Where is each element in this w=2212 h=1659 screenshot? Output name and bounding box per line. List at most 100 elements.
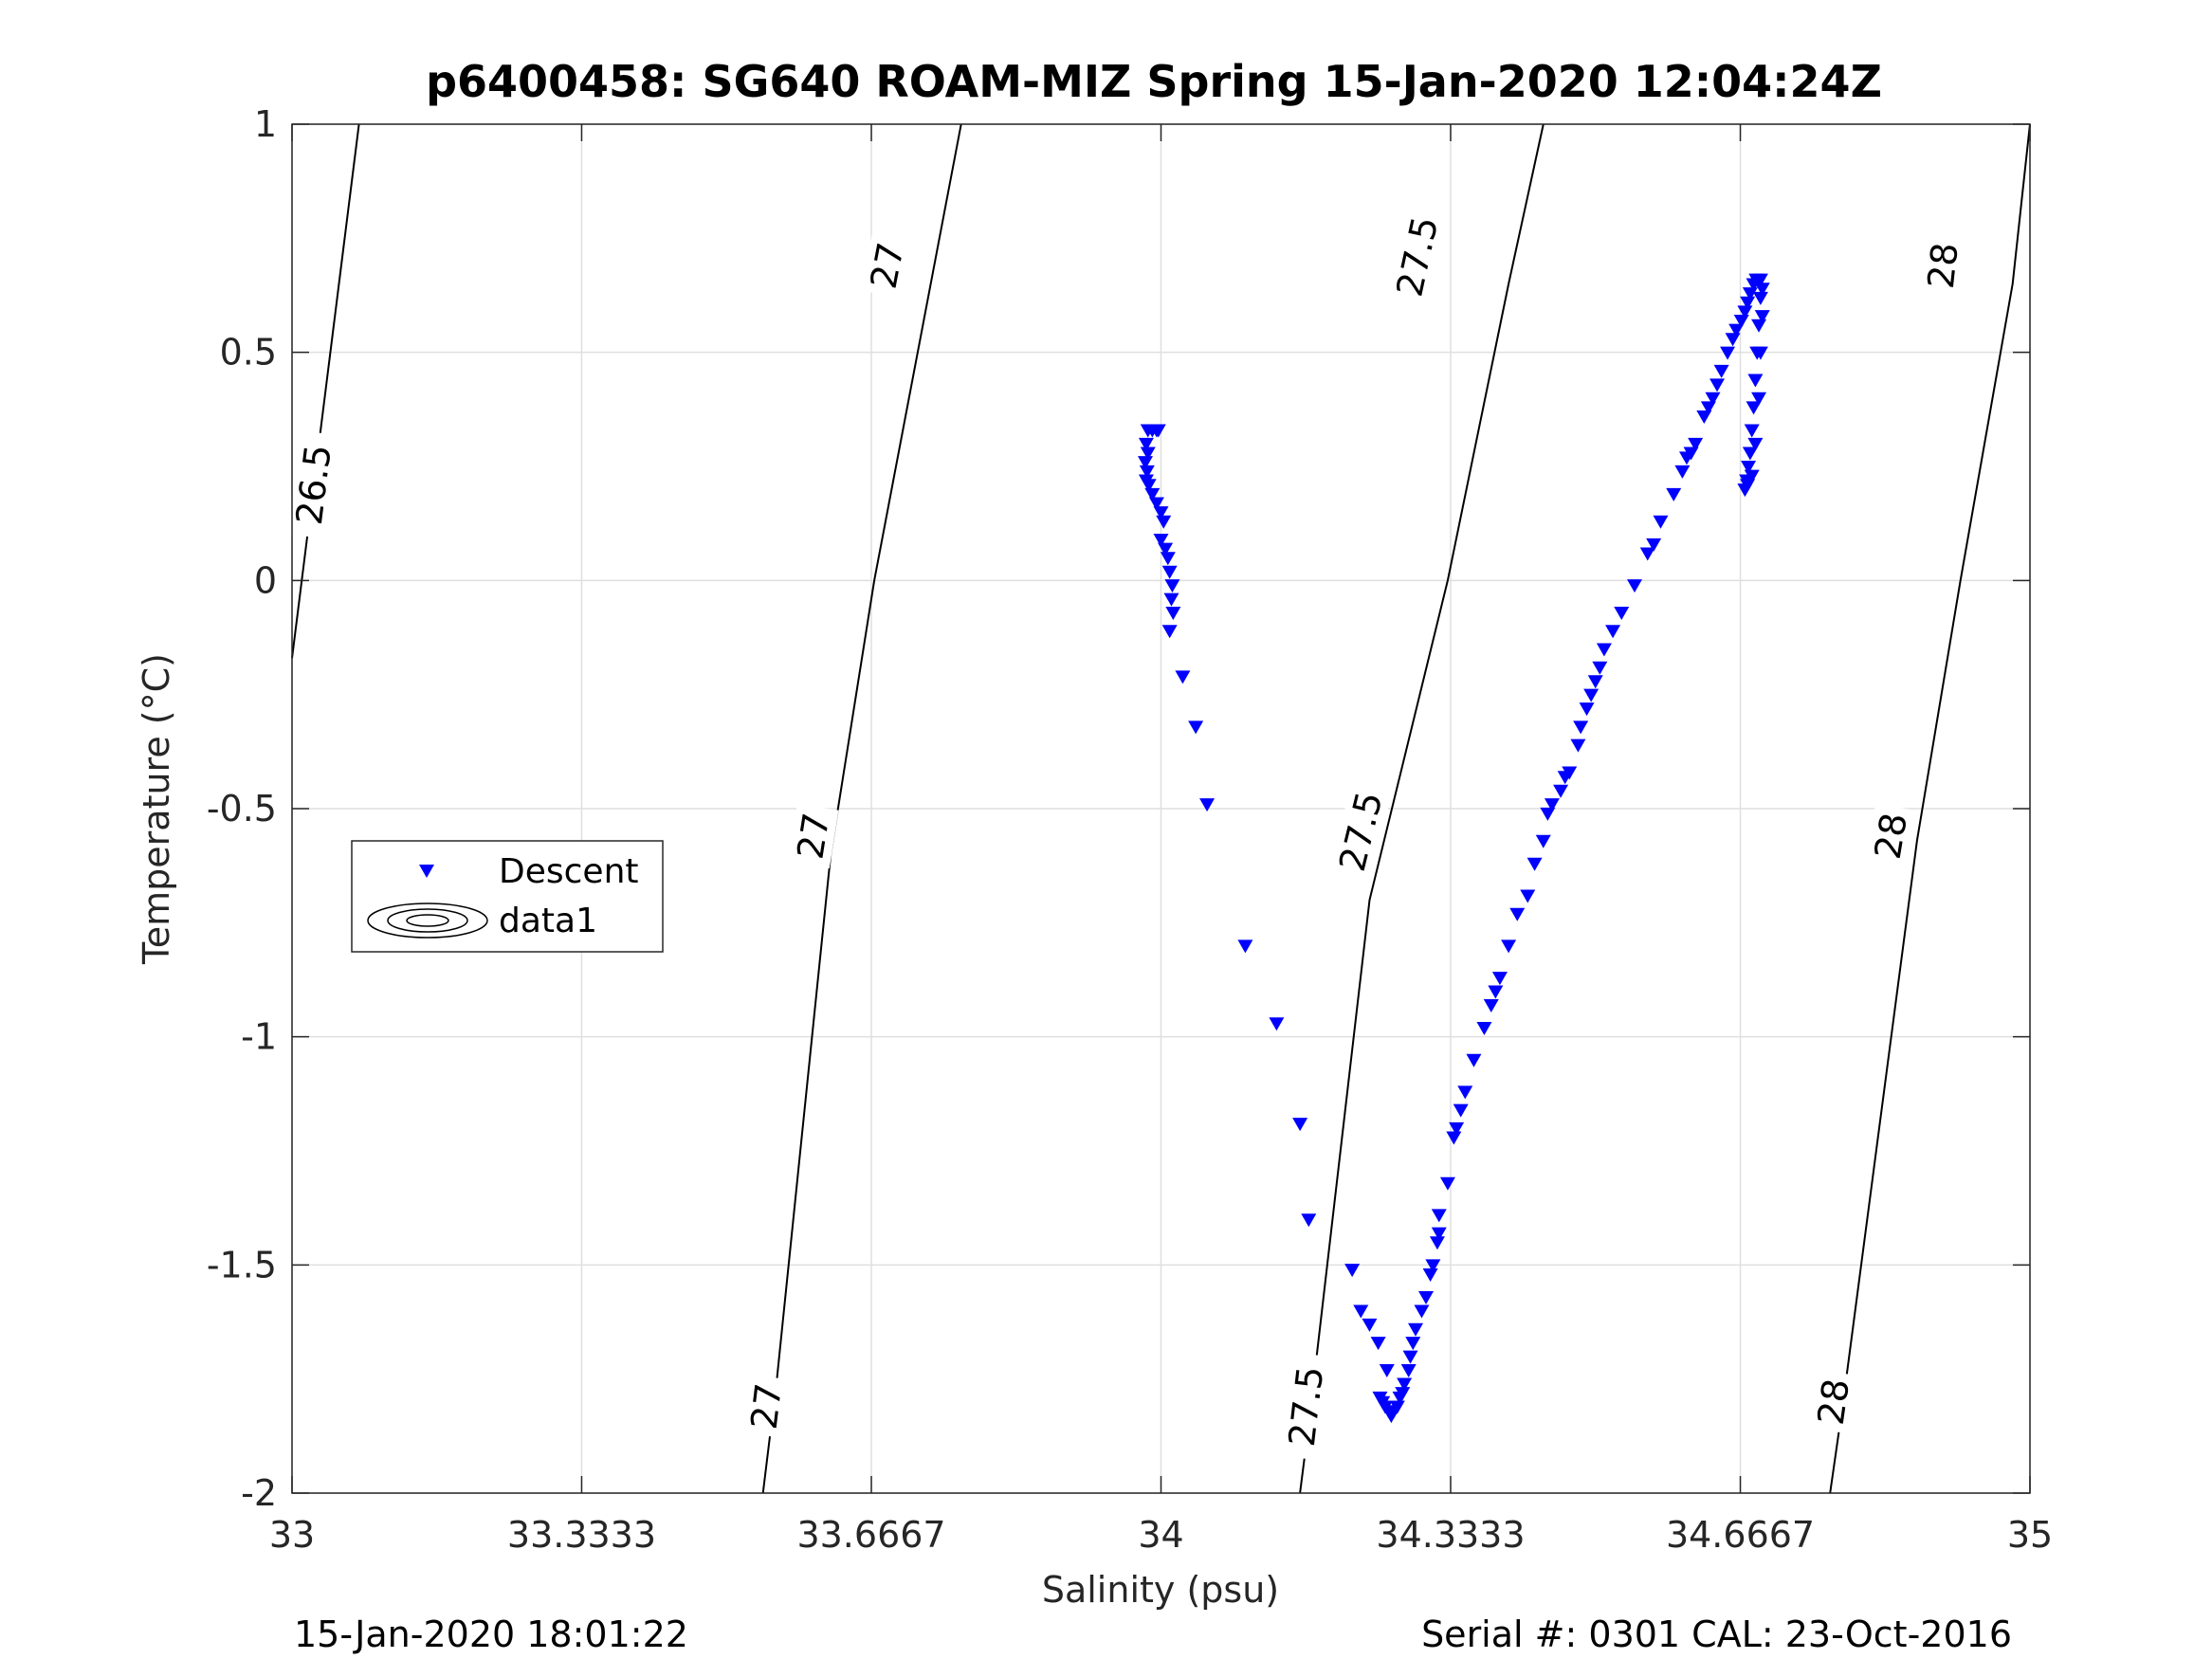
descent-point bbox=[1747, 437, 1764, 451]
descent-point bbox=[1509, 907, 1526, 921]
descent-point bbox=[1395, 1387, 1411, 1401]
legend-descent-label: Descent bbox=[499, 852, 639, 891]
descent-point bbox=[1705, 392, 1721, 406]
descent-point bbox=[1483, 998, 1499, 1012]
contour-label-group: 27 bbox=[788, 803, 839, 868]
descent-point bbox=[1150, 424, 1166, 438]
descent-point bbox=[1544, 798, 1560, 812]
descent-point bbox=[1752, 273, 1768, 287]
descent-point bbox=[1713, 364, 1729, 378]
descent-point bbox=[1175, 670, 1191, 684]
contour-label-group: 28 bbox=[1808, 1369, 1859, 1434]
descent-point bbox=[1562, 766, 1578, 780]
descent-point bbox=[1520, 889, 1536, 903]
descent-point bbox=[1148, 497, 1164, 511]
descent-point bbox=[1728, 323, 1745, 337]
descent-point bbox=[1674, 465, 1691, 479]
descent-point bbox=[1164, 579, 1180, 593]
contour-label-group: 26.5 bbox=[286, 430, 341, 539]
descent-point bbox=[1153, 506, 1169, 520]
x-tick-label: 33 bbox=[269, 1514, 315, 1556]
descent-point bbox=[1742, 447, 1758, 461]
descent-point bbox=[1592, 661, 1608, 675]
descent-point bbox=[1754, 283, 1770, 297]
contour-label: 26.5 bbox=[288, 443, 339, 527]
contour-label-bg bbox=[861, 232, 914, 299]
contour-label: 27 bbox=[789, 811, 837, 863]
contour-label-group: 28 bbox=[1919, 234, 1967, 298]
descent-point bbox=[1292, 1118, 1308, 1132]
descent-point bbox=[1165, 607, 1181, 621]
contour-label-group: 27.5 bbox=[1279, 1352, 1333, 1461]
descent-point bbox=[1188, 720, 1204, 735]
descent-point bbox=[1666, 487, 1682, 501]
contour-label-bg bbox=[1808, 1369, 1859, 1434]
descent-point bbox=[1587, 675, 1603, 689]
descent-point bbox=[1431, 1209, 1447, 1223]
descent-point bbox=[1466, 1053, 1482, 1067]
descent-point bbox=[1579, 702, 1595, 717]
descent-point bbox=[1446, 1131, 1462, 1145]
contour-label: 27 bbox=[863, 239, 912, 292]
descent-point bbox=[1429, 1236, 1445, 1250]
x-axis-label: Salinity (psu) bbox=[1042, 1569, 1279, 1611]
descent-point bbox=[1397, 1377, 1413, 1392]
descent-point bbox=[1700, 401, 1716, 415]
descent-point bbox=[1754, 310, 1770, 324]
y-tick-label: -1 bbox=[241, 1016, 277, 1058]
descent-point bbox=[1138, 437, 1154, 451]
descent-point bbox=[1141, 479, 1157, 493]
descent-point bbox=[1301, 1213, 1317, 1228]
descent-point bbox=[1389, 1400, 1405, 1414]
descent-point bbox=[1540, 807, 1556, 821]
axis-ticks: 33 33.3333 33.6667 34 34.3333 34.6667 35 1 0.5 0 -… bbox=[207, 103, 2053, 1556]
descent-point bbox=[1140, 447, 1156, 461]
descent-point bbox=[1614, 607, 1630, 621]
legend-box bbox=[351, 840, 664, 953]
footer-serial-cal: Serial #: 0301 CAL: 23-Oct-2016 bbox=[1421, 1613, 2012, 1655]
y-tick-label: 1 bbox=[254, 103, 277, 145]
descent-point bbox=[1752, 346, 1768, 360]
descent-point bbox=[1583, 688, 1600, 702]
descent-point bbox=[1449, 1121, 1465, 1136]
contour-label-group: 27 bbox=[861, 232, 914, 299]
y-tick-label: -1.5 bbox=[207, 1244, 277, 1285]
descent-point bbox=[1362, 1318, 1378, 1332]
contour-label: 27.5 bbox=[1281, 1364, 1331, 1449]
legend: Descent data1 bbox=[351, 840, 664, 953]
descent-point bbox=[1144, 487, 1161, 501]
descent-point bbox=[1573, 720, 1589, 735]
descent-point bbox=[1605, 625, 1621, 639]
x-tick-label: 34 bbox=[1138, 1514, 1183, 1556]
descent-point bbox=[1156, 515, 1172, 529]
descent-point bbox=[1752, 291, 1768, 305]
legend-data1-label: data1 bbox=[499, 902, 597, 940]
descent-point bbox=[1751, 392, 1767, 406]
chart-title: p6400458: SG640 ROAM-MIZ Spring 15-Jan-2… bbox=[426, 56, 1882, 107]
x-tick-label: 34.6667 bbox=[1666, 1514, 1815, 1556]
descent-point bbox=[1553, 784, 1569, 798]
y-axis-label: Temperature (°C) bbox=[136, 653, 177, 965]
descent-point bbox=[1744, 424, 1760, 438]
legend-descent-marker bbox=[419, 865, 434, 878]
descent-point bbox=[1405, 1337, 1421, 1351]
descent-point bbox=[1139, 465, 1155, 479]
footer-timestamp: 15-Jan-2020 18:01:22 bbox=[294, 1613, 688, 1655]
descent-point bbox=[1370, 1337, 1386, 1351]
y-tick-label: 0 bbox=[254, 559, 277, 601]
descent-series bbox=[1138, 273, 1770, 1424]
descent-point bbox=[1439, 1176, 1455, 1191]
contour-label-group: 28 bbox=[1865, 803, 1917, 869]
descent-point bbox=[1491, 972, 1508, 986]
descent-point bbox=[1402, 1350, 1418, 1364]
descent-point bbox=[1639, 547, 1655, 561]
contour-label-bg bbox=[788, 803, 839, 868]
x-tick-label: 33.3333 bbox=[507, 1514, 656, 1556]
descent-point bbox=[1400, 1364, 1417, 1378]
descent-point bbox=[1163, 592, 1179, 607]
descent-point bbox=[1158, 542, 1174, 556]
descent-point bbox=[1596, 643, 1612, 657]
isopycnal-line-26-5 bbox=[291, 123, 360, 659]
descent-point bbox=[1696, 410, 1712, 425]
